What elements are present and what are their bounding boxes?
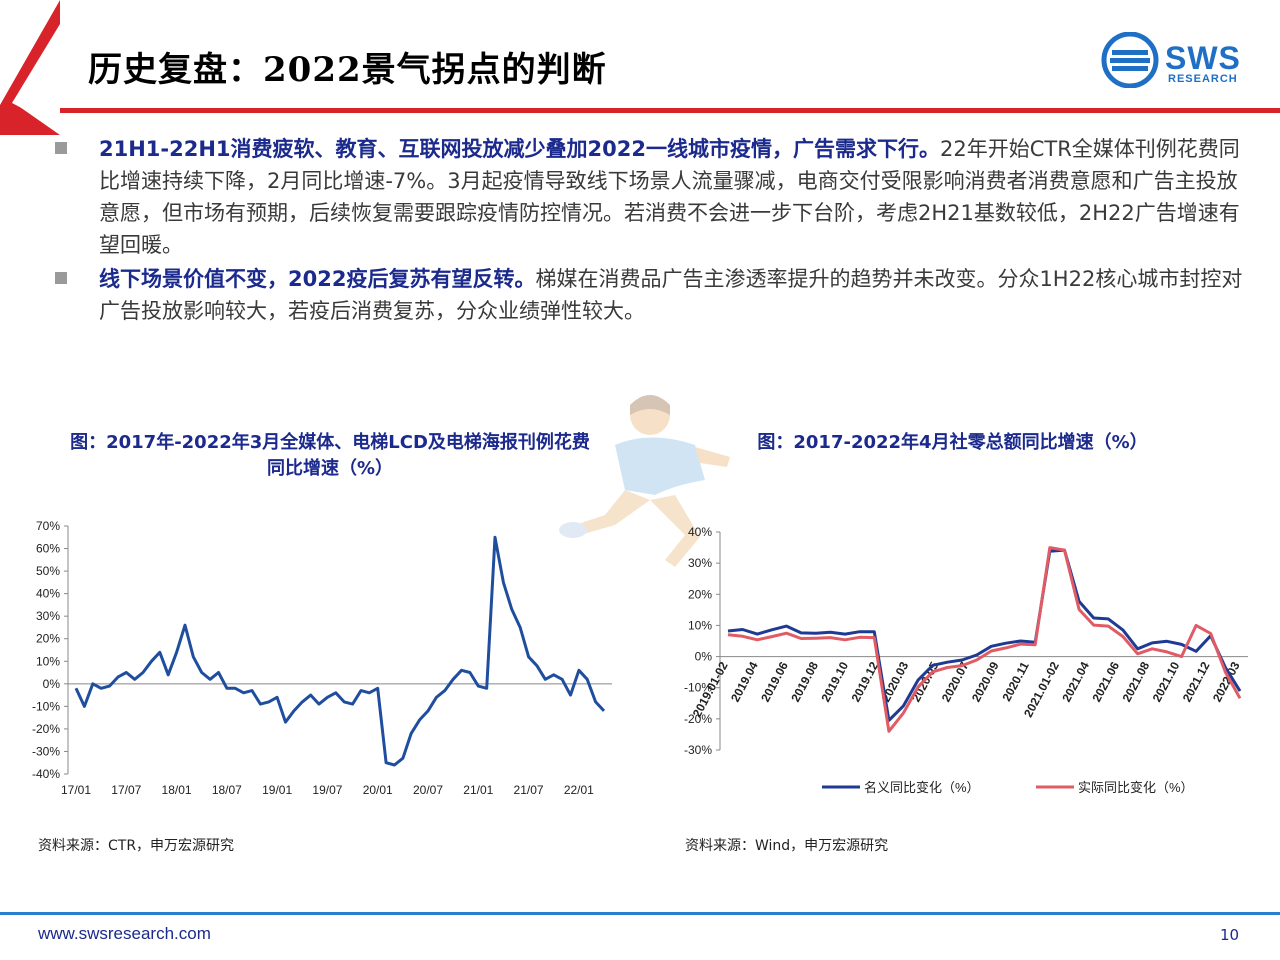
footer-url[interactable]: www.swsresearch.com <box>38 924 211 943</box>
footer-rule <box>0 912 1280 915</box>
logo-text: SWS <box>1165 40 1241 76</box>
chart1-y-tick-label: 30% <box>36 609 60 623</box>
chart1-x-tick-label: 21/07 <box>514 783 544 797</box>
chart1-x-tick-label: 17/01 <box>61 783 91 797</box>
bullet-square-icon <box>55 142 67 154</box>
chart2-y-tick-label: 20% <box>688 587 712 601</box>
chart1-y-tick-label: 70% <box>36 519 60 533</box>
chart2-x-tick-label: 2021.08 <box>1120 659 1153 704</box>
chart1-x-tick-label: 17/07 <box>111 783 141 797</box>
chart1-y-tick-label: 20% <box>36 632 60 646</box>
title-rule <box>60 108 1280 113</box>
chart1-x-tick-label: 22/01 <box>564 783 594 797</box>
chart2-x-tick-label: 2019.06 <box>758 659 791 704</box>
chart2-y-tick-label: -20% <box>684 712 712 726</box>
chart2-legend-label: 名义同比变化（%） <box>864 780 980 795</box>
chart2-x-tick-label: 2020.09 <box>969 659 1002 704</box>
chart2-plot: 40%30%20%10%0%-10%-20%-30%2019.01-022019… <box>684 525 1248 795</box>
chart2-y-tick-label: -10% <box>684 681 712 695</box>
chart2-x-tick-label: 2020.11 <box>999 659 1032 704</box>
bullet-1-text: 22年开始CTR全媒体刊例花费同比增速持续下降，2月同比增速-7%。3月起疫情导… <box>99 137 1240 257</box>
bullet-2: 线下场景价值不变，2022疫后复苏有望反转。梯媒在消费品广告主渗透率提升的趋势并… <box>55 263 1250 327</box>
chart1-y-tick-label: 50% <box>36 564 60 578</box>
chart2-y-tick-label: 40% <box>688 525 712 539</box>
bullet-1-bold: 21H1-22H1消费疲软、教育、互联网投放减少叠加2022一线城市疫情，广告需… <box>99 137 940 161</box>
chart1-y-tick-label: 40% <box>36 587 60 601</box>
chart2-y-tick-label: 10% <box>688 618 712 632</box>
chart1-source: 资料来源：CTR，申万宏源研究 <box>38 838 235 854</box>
chart1-y-tick-label: 0% <box>43 677 61 691</box>
bullet-1: 21H1-22H1消费疲软、教育、互联网投放减少叠加2022一线城市疫情，广告需… <box>55 133 1250 261</box>
chart1-y-tick-label: 10% <box>36 654 60 668</box>
chart2-y-tick-label: 0% <box>695 650 713 664</box>
chart1-title-line1: 图：2017年-2022年3月全媒体、电梯LCD及电梯海报刊例花费 <box>70 432 590 453</box>
chart2-y-tick-label: -30% <box>684 743 712 757</box>
bullet-2-text: 梯媒在消费品广告主渗透率提升的趋势并未改变。分众1H22核心城市封控对广告投放影… <box>99 267 1243 323</box>
chart2-x-tick-label: 2021.10 <box>1150 659 1183 704</box>
chart1-title: 图：2017年-2022年3月全媒体、电梯LCD及电梯海报刊例花费 同比增速（%… <box>25 430 635 482</box>
chart2-series-line-1 <box>727 548 1242 722</box>
chart1-x-tick-label: 20/01 <box>363 783 393 797</box>
chart1-y-tick-label: -30% <box>32 744 60 758</box>
chart1-x-tick-label: 18/01 <box>162 783 192 797</box>
corner-accent <box>0 0 60 135</box>
chart1-x-tick-label: 19/07 <box>312 783 342 797</box>
chart2-x-tick-label: 2021.06 <box>1089 659 1122 704</box>
chart1-x-tick-label: 19/01 <box>262 783 292 797</box>
page-title: 历史复盘：2022景气拐点的判断 <box>88 50 607 90</box>
logo-subtext: RESEARCH <box>1168 73 1238 85</box>
chart1-y-tick-label: -40% <box>32 767 60 781</box>
chart2-source: 资料来源：Wind，申万宏源研究 <box>685 838 889 854</box>
runner-watermark-icon <box>559 395 730 567</box>
chart2-x-tick-label: 2019.12 <box>849 659 882 704</box>
chart2-y-tick-label: 30% <box>688 556 712 570</box>
bullet-square-icon <box>55 272 67 284</box>
chart2-x-tick-label: 2021.12 <box>1180 659 1213 704</box>
chart1-x-tick-label: 20/07 <box>413 783 443 797</box>
chart1-plot: 70%60%50%40%30%20%10%0%-10%-20%-30%-40%1… <box>32 519 612 797</box>
chart2-x-tick-label: 2019.04 <box>728 659 761 704</box>
chart1-x-tick-label: 21/01 <box>463 783 493 797</box>
chart1-series-line <box>74 535 606 767</box>
chart1-y-tick-label: 60% <box>36 542 60 556</box>
chart1-title-line2: 同比增速（%） <box>266 458 394 479</box>
chart2-series-line-2 <box>727 546 1242 733</box>
chart1-x-tick-label: 18/07 <box>212 783 242 797</box>
chart1-y-tick-label: -10% <box>32 699 60 713</box>
chart1-y-tick-label: -20% <box>32 722 60 736</box>
sws-logo-icon <box>1101 32 1159 88</box>
chart2-x-tick-label: 2021.04 <box>1059 659 1092 704</box>
chart2-title: 图：2017-2022年4月社零总额同比增速（%） <box>757 432 1148 453</box>
chart2-x-tick-label: 2019.10 <box>818 659 851 704</box>
page-number: 10 <box>1220 926 1240 944</box>
bullet-2-bold: 线下场景价值不变，2022疫后复苏有望反转。 <box>99 267 536 291</box>
chart2-legend-label: 实际同比变化（%） <box>1078 780 1194 795</box>
chart2-x-tick-label: 2019.08 <box>788 659 821 704</box>
